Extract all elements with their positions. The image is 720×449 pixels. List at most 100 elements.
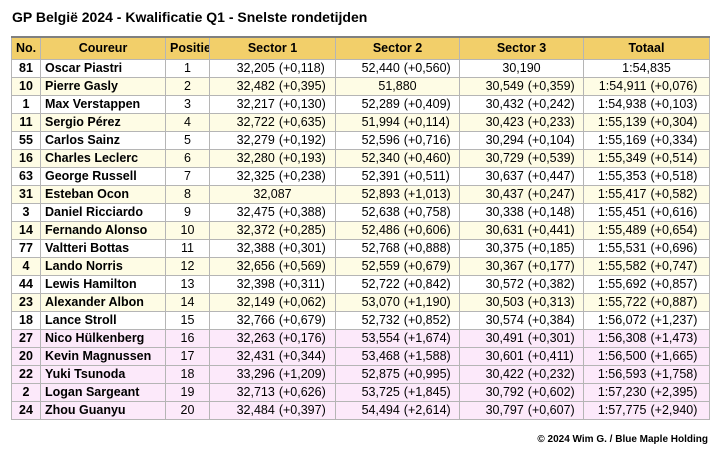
cell-sector-2: 52,559 (+0,679)	[335, 256, 460, 276]
cell-sector-2-gap: (+0,560)	[403, 60, 451, 75]
cell-sector-3: 30,294 (+0,104)	[459, 130, 584, 150]
cell-sector-1-time: 32,280	[236, 150, 275, 165]
cell-sector-3-time: 30,503	[485, 294, 524, 309]
cell-sector-1: 32,722 (+0,635)	[209, 112, 336, 132]
cell-position: 13	[165, 274, 210, 294]
cell-sector-3: 30,574 (+0,384)	[459, 310, 584, 330]
cell-number: 77	[11, 238, 41, 258]
cell-number: 55	[11, 130, 41, 150]
cell-total: 1:55,169 (+0,334)	[583, 130, 710, 150]
cell-sector-1-gap: (+0,397)	[278, 402, 326, 417]
cell-sector-3-gap: (+0,242)	[527, 96, 575, 111]
cell-sector-2-gap: (+1,013)	[403, 186, 451, 201]
cell-sector-3-time: 30,631	[485, 222, 524, 237]
table-row: 1 Max Verstappen 3 32,217 (+0,130) 52,289 (+0,…	[11, 94, 710, 114]
cell-driver: Lando Norris	[40, 256, 166, 276]
cell-number: 14	[11, 220, 41, 240]
cell-driver: Sergio Pérez	[40, 112, 166, 132]
cell-sector-2-gap: (+1,588)	[403, 348, 451, 363]
cell-sector-1-gap: (+0,238)	[278, 168, 326, 183]
cell-total-time: 1:55,139	[597, 114, 647, 129]
cell-total-gap: (+0,696)	[650, 240, 698, 255]
cell-sector-1-time: 32,431	[236, 348, 275, 363]
cell-sector-3: 30,491 (+0,301)	[459, 328, 584, 348]
cell-sector-3: 30,338 (+0,148)	[459, 202, 584, 222]
cell-sector-1: 32,431 (+0,344)	[209, 346, 336, 366]
cell-sector-2-time: 52,638	[361, 204, 400, 219]
cell-position: 2	[165, 76, 210, 96]
cell-sector-3-time: 30,423	[485, 114, 524, 129]
cell-sector-1-time: 32,279	[236, 132, 275, 147]
cell-sector-3-gap: (+0,539)	[527, 150, 575, 165]
cell-position: 4	[165, 112, 210, 132]
cell-sector-3-gap: (+0,177)	[527, 258, 575, 273]
cell-driver: Nico Hülkenberg	[40, 328, 166, 348]
cell-sector-3-gap: (+0,447)	[527, 168, 575, 183]
table-row: 77 Valtteri Bottas 11 32,388 (+0,301) 52,768(…	[11, 238, 710, 258]
cell-sector-3-gap: (+0,411)	[527, 348, 574, 363]
table-row: 14 Fernando Alonso 10 32,372 (+0,285) 52,486(…	[11, 220, 710, 240]
cell-number: 3	[11, 202, 41, 222]
cell-sector-1: 32,475 (+0,388)	[209, 202, 336, 222]
cell-sector-2: 52,732 (+0,852)	[335, 310, 460, 330]
cell-total: 1:55,692 (+0,857)	[583, 274, 710, 294]
cell-sector-1-gap: (+0,311)	[278, 276, 325, 291]
cell-sector-1-gap: (+0,679)	[278, 312, 326, 327]
cell-sector-2: 52,638 (+0,758)	[335, 202, 460, 222]
cell-sector-2: 54,494 (+2,614)	[335, 400, 460, 420]
cell-sector-3-time: 30,437	[485, 186, 524, 201]
cell-sector-3: 30,367 (+0,177)	[459, 256, 584, 276]
cell-sector-2: 53,554 (+1,674)	[335, 328, 460, 348]
cell-total-gap: (+0,747)	[650, 258, 698, 273]
table-row: 55 Carlos Sainz 5 32,279 (+0,192) 52,596 (+0,7…	[11, 130, 710, 150]
cell-position: 15	[165, 310, 210, 330]
cell-sector-3: 30,792 (+0,602)	[459, 382, 584, 402]
cell-sector-1-time: 32,372	[236, 222, 275, 237]
cell-total-time: 1:56,500	[597, 348, 647, 363]
cell-driver: Carlos Sainz	[40, 130, 166, 150]
cell-position: 16	[165, 328, 210, 348]
cell-sector-3: 30,375 (+0,185)	[459, 238, 584, 258]
cell-sector-3-gap: (+0,148)	[527, 204, 575, 219]
cell-total-time: 1:56,072	[597, 312, 647, 327]
cell-sector-2-time: 53,070	[361, 294, 400, 309]
cell-position: 11	[165, 238, 210, 258]
cell-sector-3-gap: (+0,185)	[527, 240, 575, 255]
cell-sector-3-gap: (+0,104)	[527, 132, 575, 147]
cell-total-time: 1:55,451	[597, 204, 647, 219]
cell-sector-3: 30,503 (+0,313)	[459, 292, 584, 312]
cell-sector-3: 30,423 (+0,233)	[459, 112, 584, 132]
col-header-coureur: Coureur	[40, 36, 166, 60]
cell-total: 1:56,072 (+1,237)	[583, 310, 710, 330]
cell-sector-1-gap: (+0,569)	[278, 258, 326, 273]
cell-sector-3-time: 30,574	[485, 312, 524, 327]
results-table: No. Coureur Positie Sector 1 Sector 2 Se…	[11, 36, 710, 420]
cell-sector-1-gap: (+0,395)	[278, 78, 326, 93]
cell-total: 1:55,582 (+0,747)	[583, 256, 710, 276]
cell-total-gap: (+0,518)	[650, 168, 698, 183]
cell-sector-2-gap: (+0,888)	[403, 240, 451, 255]
cell-sector-3-time: 30,797	[485, 402, 524, 417]
cell-sector-2: 52,875 (+0,995)	[335, 364, 460, 384]
cell-sector-2-gap: (+0,511)	[403, 168, 450, 183]
cell-sector-1-time: 32,656	[236, 258, 275, 273]
cell-sector-1-gap: (+0,176)	[278, 330, 326, 345]
cell-sector-1-gap: (+0,635)	[278, 114, 326, 129]
cell-sector-1-time: 32,766	[236, 312, 275, 327]
table-row: 20 Kevin Magnussen 17 32,431 (+0,344) 53,468(…	[11, 346, 710, 366]
cell-sector-1: 32,149 (+0,062)	[209, 292, 336, 312]
cell-number: 81	[11, 58, 41, 78]
col-header-sector-3: Sector 3	[459, 36, 584, 60]
cell-sector-3: 30,729 (+0,539)	[459, 148, 584, 168]
cell-number: 10	[11, 76, 41, 96]
table-row: 23 Alexander Albon 14 32,149 (+0,062) 53,070(…	[11, 292, 710, 312]
cell-sector-2-gap: (+1,845)	[403, 384, 451, 399]
cell-sector-3-time: 30,432	[485, 96, 524, 111]
cell-number: 18	[11, 310, 41, 330]
table-row: 10 Pierre Gasly 2 32,482 (+0,395) 51,880 30,54…	[11, 76, 710, 96]
cell-sector-3: 30,190	[459, 58, 584, 78]
cell-total-gap: (+0,616)	[650, 204, 698, 219]
cell-sector-3: 30,797 (+0,607)	[459, 400, 584, 420]
cell-sector-1-gap: (+1,209)	[278, 366, 326, 381]
cell-sector-2-time: 51,994	[361, 114, 400, 129]
